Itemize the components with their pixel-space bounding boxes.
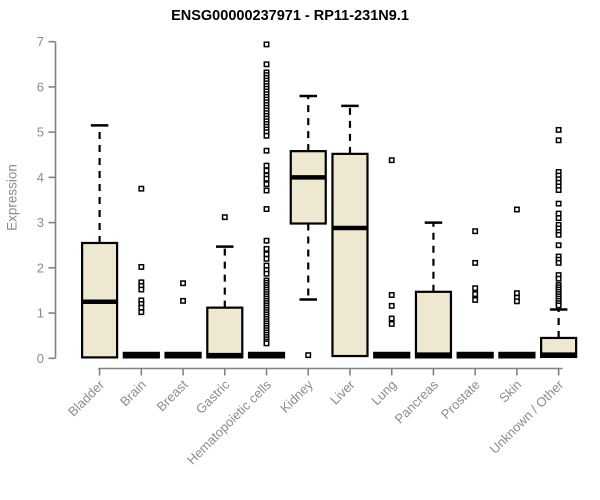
x-axis-category-label: Gastric bbox=[193, 377, 233, 417]
outlier-point bbox=[555, 200, 562, 207]
outlier-point bbox=[263, 270, 270, 277]
outlier-point bbox=[555, 302, 562, 309]
outlier-point bbox=[221, 214, 228, 221]
outlier-point bbox=[555, 215, 562, 222]
outlier-point bbox=[388, 157, 395, 164]
x-axis-category-label: Prostate bbox=[438, 377, 483, 422]
x-axis-category-label: Breast bbox=[154, 377, 191, 414]
y-axis-tick-label: 1 bbox=[37, 306, 44, 321]
y-axis-tick-label: 4 bbox=[37, 170, 44, 185]
x-axis-category-label: Kidney bbox=[277, 377, 316, 416]
outlier-point bbox=[138, 304, 145, 311]
outlier-point bbox=[555, 259, 562, 266]
outlier-point bbox=[555, 137, 562, 144]
box-Kidney bbox=[289, 150, 327, 225]
x-axis-category-label: Lung bbox=[368, 377, 399, 408]
outlier-point bbox=[263, 175, 270, 182]
outlier-point bbox=[138, 263, 145, 270]
outlier-point bbox=[472, 259, 479, 266]
box-Pancreas bbox=[414, 290, 453, 359]
outlier-point bbox=[555, 231, 562, 238]
y-axis-tick-label: 0 bbox=[37, 351, 44, 366]
outlier-point bbox=[180, 280, 187, 287]
outlier-point bbox=[263, 255, 270, 262]
chart-title: ENSG00000237971 - RP11-231N9.1 bbox=[171, 8, 409, 24]
outlier-point bbox=[513, 206, 520, 213]
outlier-point bbox=[388, 302, 395, 309]
outlier-point bbox=[305, 352, 312, 359]
outlier-point bbox=[555, 242, 562, 249]
box-Liver bbox=[331, 152, 369, 358]
outlier-point bbox=[138, 286, 145, 293]
outlier-point bbox=[555, 210, 562, 217]
outlier-point bbox=[263, 61, 270, 68]
box-Gastric bbox=[206, 306, 244, 359]
outlier-point bbox=[513, 298, 520, 305]
outlier-point bbox=[555, 275, 562, 282]
outlier-point bbox=[263, 147, 270, 154]
outlier-point bbox=[472, 297, 479, 303]
x-axis-category-label: Skin bbox=[496, 377, 524, 405]
y-axis-tick-label: 5 bbox=[37, 125, 44, 140]
outlier-point bbox=[263, 262, 270, 269]
outlier-point bbox=[263, 237, 270, 244]
outlier-point bbox=[263, 340, 270, 347]
outlier-point bbox=[388, 320, 395, 327]
x-axis-category-label: Pancreas bbox=[392, 377, 442, 427]
outlier-point bbox=[180, 297, 187, 304]
outlier-point bbox=[472, 291, 479, 298]
x-axis-category-label: Bladder bbox=[65, 377, 108, 420]
outlier-point bbox=[263, 181, 270, 188]
y-axis-tick-label: 7 bbox=[37, 34, 44, 49]
outlier-point bbox=[263, 245, 270, 252]
x-axis-category-label: Brain bbox=[117, 377, 149, 409]
outlier-point bbox=[138, 185, 145, 192]
x-axis-category-label: Unknown / Other bbox=[487, 377, 567, 457]
outlier-point bbox=[472, 228, 479, 235]
y-axis-tick-label: 6 bbox=[37, 79, 44, 94]
y-axis-tick-label: 3 bbox=[37, 215, 44, 230]
outlier-point bbox=[388, 315, 395, 322]
outlier-point bbox=[263, 41, 270, 48]
outlier-point bbox=[388, 292, 395, 298]
outlier-point bbox=[263, 251, 270, 258]
outlier-point bbox=[472, 285, 479, 292]
outlier-point bbox=[263, 132, 270, 139]
y-axis-tick-label: 2 bbox=[37, 260, 44, 275]
outlier-point bbox=[555, 126, 562, 133]
outlier-point bbox=[263, 206, 270, 212]
x-axis-category-label: Liver bbox=[327, 377, 358, 408]
outlier-point bbox=[555, 187, 562, 193]
outlier-point bbox=[513, 290, 520, 297]
outlier-point bbox=[263, 167, 270, 174]
box-Unknown / Other bbox=[540, 336, 578, 359]
outlier-point bbox=[263, 187, 270, 194]
outlier-point bbox=[263, 162, 270, 169]
outlier-point bbox=[138, 309, 145, 316]
